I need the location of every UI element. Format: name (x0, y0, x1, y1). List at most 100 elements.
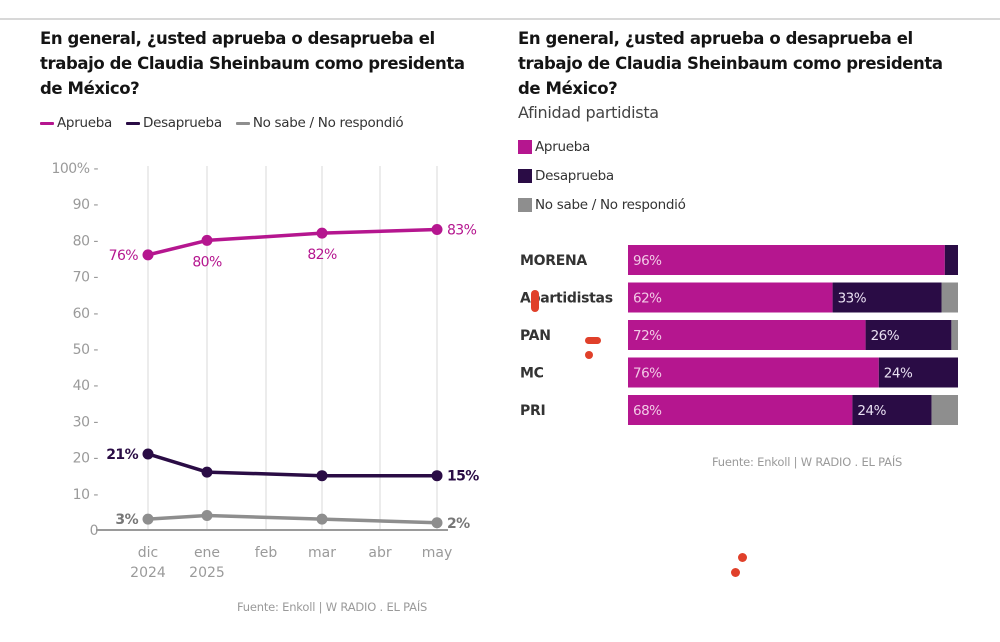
legend-item-desaprueba: Desaprueba (518, 161, 968, 190)
y-tick-label: 70 - (73, 270, 99, 286)
data-label: 80% (192, 254, 222, 270)
bar-chart-subtitle: Afinidad partidista (518, 103, 659, 122)
series-line-aprueba (147, 227, 438, 257)
bar-chart-title: En general, ¿usted aprueba o desaprueba … (518, 29, 943, 98)
legend-swatch-desaprueba (518, 168, 532, 183)
data-point (431, 517, 443, 529)
bar-segment-desaprueba (865, 320, 952, 350)
annotation-mark (731, 568, 740, 577)
series-line-no (147, 513, 438, 525)
legend-line-no-sabe (235, 121, 250, 125)
y-tick-label: 60 - (73, 306, 99, 322)
data-label: 3% (115, 512, 138, 528)
x-tick-label: mar (308, 545, 336, 561)
bar-chart-plot: MORENA 96% Apartidistas 62% 33% PAN 72% 26% MC 76… (520, 245, 958, 425)
bar-segment-desaprueba (832, 282, 942, 313)
bar-value-label: 76% (633, 366, 662, 382)
data-point (142, 448, 154, 460)
data-point (201, 234, 213, 246)
bar-segment-aprueba (628, 282, 833, 313)
data-label: 82% (307, 247, 337, 263)
annotation-mark (531, 290, 539, 312)
y-tick-label: 20 - (73, 451, 99, 467)
bar-segment-aprueba (628, 395, 853, 425)
x-tick-label: may (422, 545, 453, 561)
legend-item-no-sabe: No sabe / No respondió (235, 115, 404, 131)
legend-label: Aprueba (535, 138, 590, 155)
y-tick-label: 100% - (51, 161, 98, 177)
data-point (142, 249, 154, 261)
legend-swatch-no-sabe (518, 197, 532, 212)
legend-label: Desaprueba (142, 115, 222, 131)
top-divider (0, 18, 1000, 20)
data-label: 15% (447, 469, 479, 485)
bar-value-label: 24% (884, 366, 913, 382)
bar-segment-no (951, 320, 958, 350)
y-tick-label: 80 - (73, 233, 99, 249)
data-label: 83% (447, 223, 477, 239)
y-tick-label: 0 (90, 523, 98, 539)
x-tick-label: ene (194, 545, 220, 561)
series-line-desaprueba (147, 452, 437, 478)
bar-segment-no (931, 395, 958, 425)
category-label: Apartidistas (520, 291, 613, 307)
bar-value-label: 68% (633, 403, 662, 419)
category-label: MC (520, 366, 544, 382)
bar-chart-legend: Aprueba Desaprueba No sabe / No respondi… (518, 132, 968, 219)
line-chart-panel: En general, ¿usted aprueba o desaprueba … (40, 26, 490, 626)
bar-value-label: 96% (633, 253, 662, 269)
legend-line-desaprueba (125, 121, 140, 125)
legend-swatch-aprueba (518, 139, 532, 154)
data-label: 21% (106, 447, 138, 463)
bar-value-label: 72% (633, 328, 662, 344)
data-point (142, 513, 154, 525)
data-point (431, 224, 443, 236)
annotation-mark (585, 337, 601, 344)
x-tick-label: feb (255, 545, 278, 561)
legend-item-desaprueba: Desaprueba (125, 115, 222, 131)
data-label: 76% (109, 248, 139, 264)
x-tick-label: abr (368, 545, 391, 561)
bar-value-label: 24% (857, 403, 886, 419)
legend-item-aprueba: Aprueba (40, 115, 112, 131)
x-tick-label: 2024 (130, 565, 166, 581)
legend-label: No sabe / No respondió (535, 196, 686, 213)
bar-segment-no (941, 282, 958, 313)
line-chart-legend: Aprueba Desaprueba No sabe / No respondi… (40, 115, 490, 131)
data-point (316, 513, 328, 525)
data-point (201, 466, 213, 478)
bar-segment-desaprueba (878, 357, 958, 388)
y-tick-label: 50 - (73, 342, 99, 358)
y-tick-label: 90 - (73, 197, 99, 213)
annotation-mark (585, 351, 593, 359)
legend-line-aprueba (40, 121, 54, 125)
legend-item-no-sabe: No sabe / No respondió (518, 190, 968, 219)
bar-chart-panel: En general, ¿usted aprueba o desaprueba … (518, 26, 968, 626)
line-chart-source: Fuente: Enkoll | W RADIO . EL PAÍS (237, 600, 428, 614)
data-point (201, 510, 213, 522)
bar-value-label: 33% (838, 291, 867, 307)
line-chart-title: En general, ¿usted aprueba o desaprueba … (40, 29, 465, 98)
category-label: PRI (520, 403, 545, 419)
bar-segment-aprueba (628, 245, 945, 275)
data-label: 2% (447, 516, 470, 532)
y-tick-label: 40 - (73, 378, 99, 394)
bar-value-label: 62% (633, 291, 662, 307)
bar-segment-desaprueba (852, 395, 932, 425)
line-chart-plot: 0 10 - 20 - 30 - 40 - 50 - 60 - 70 - 80 - 90 - 100… (51, 161, 479, 581)
bar-chart-source: Fuente: Enkoll | W RADIO . EL PAÍS (712, 455, 903, 469)
category-label: MORENA (520, 253, 587, 269)
legend-label: Desaprueba (535, 167, 614, 184)
bar-segment-aprueba (628, 357, 879, 388)
legend-label: No sabe / No respondió (252, 115, 404, 131)
x-tick-label: 2025 (189, 565, 225, 581)
data-point (316, 227, 328, 239)
legend-item-aprueba: Aprueba (518, 132, 968, 161)
data-point (316, 470, 328, 482)
y-tick-label: 30 - (73, 414, 99, 430)
bar-segment-aprueba (628, 320, 866, 350)
bar-segment-desaprueba (944, 245, 958, 275)
data-point (431, 470, 443, 482)
category-label: PAN (520, 328, 551, 344)
y-tick-label: 10 - (73, 487, 99, 503)
